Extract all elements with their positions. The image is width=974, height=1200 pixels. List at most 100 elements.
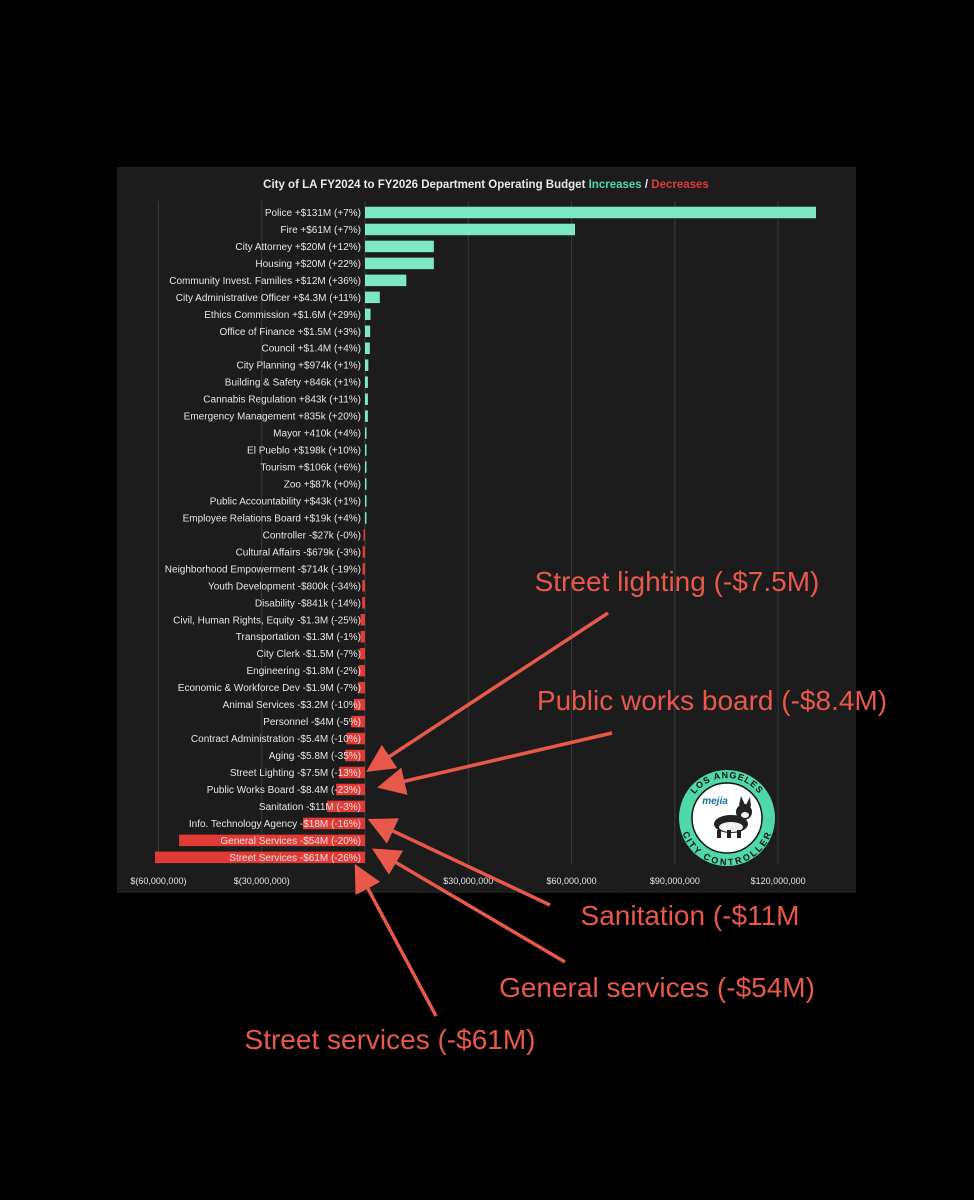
category-label: Employee Relations Board +$19k (+4%)	[183, 513, 361, 524]
bar-chart: Police +$131M (+7%) Fire +$61M (+7%) City …	[130, 179, 816, 886]
bar	[362, 563, 365, 575]
bar	[365, 291, 380, 304]
bar	[365, 444, 367, 456]
bar	[154, 851, 365, 864]
title-part-decrease: Decreases	[651, 179, 709, 191]
bar	[339, 766, 365, 779]
bar	[365, 461, 367, 473]
annotation-callout: Sanitation (-$11M	[581, 900, 800, 931]
bar	[346, 732, 365, 745]
x-tick-label: $90,000,000	[650, 876, 700, 886]
category-label: General Services -$54M (-20%)	[220, 836, 361, 847]
bar	[336, 783, 365, 796]
annotation-callout: Street services (-$61M)	[245, 1024, 536, 1055]
category-label: Mayor +410k (+4%)	[273, 429, 361, 440]
bar	[353, 698, 365, 711]
bars	[154, 206, 816, 864]
bar	[365, 495, 367, 507]
annotation-callout: Public works board (-$8.4M)	[537, 685, 887, 716]
category-labels: Police +$131M (+7%) Fire +$61M (+7%) City …	[165, 208, 361, 864]
category-label: Aging -$5.8M (-35%)	[269, 751, 361, 762]
category-label: Community Invest. Families +$12M (+36%)	[169, 276, 361, 287]
bar	[365, 427, 367, 439]
annotation-callout: Street lighting (-$7.5M)	[535, 566, 820, 597]
category-label: Zoo +$87k (+0%)	[284, 480, 361, 491]
category-label: Tourism +$106k (+6%)	[260, 463, 361, 474]
bar	[365, 274, 407, 287]
bar	[362, 580, 365, 592]
category-label: Cultural Affairs -$679k (-3%)	[236, 547, 361, 558]
bar	[365, 257, 434, 270]
category-label: City Administrative Officer +$4.3M (+11%…	[176, 293, 361, 304]
bar	[362, 597, 365, 609]
annotation-arrows	[354, 611, 613, 1017]
bar	[365, 308, 371, 321]
category-label: Economic & Workforce Dev -$1.9M (-7%)	[178, 683, 361, 694]
bar	[365, 478, 367, 490]
bar	[179, 834, 365, 847]
bar	[365, 206, 816, 219]
x-tick-label: $120,000,000	[751, 876, 806, 886]
category-label: Neighborhood Empowerment -$714k (-19%)	[165, 564, 361, 575]
category-label: Personnel -$4M (-5%)	[263, 717, 361, 728]
category-label: Disability -$841k (-14%)	[255, 598, 361, 609]
bar	[303, 817, 365, 830]
bar	[359, 647, 365, 660]
category-label: Council +$1.4M (+4%)	[262, 344, 362, 355]
bar	[360, 614, 365, 626]
title-part-increase: Increases	[589, 179, 642, 191]
category-label: Transportation -$1.3M (-1%)	[236, 632, 361, 643]
annotation-callouts: Street lighting (-$7.5M) Public works boa…	[245, 566, 888, 1055]
category-label: Housing +$20M (+22%)	[255, 259, 361, 270]
x-tick-label: $60,000,000	[547, 876, 597, 886]
category-label: Engineering -$1.8M (-2%)	[247, 666, 362, 677]
seal-name: mejia	[702, 796, 728, 807]
category-label: City Clerk -$1.5M (-7%)	[257, 649, 361, 660]
bar	[345, 749, 365, 762]
category-label: Fire +$61M (+7%)	[280, 225, 361, 236]
category-label: Public Accountability +$43k (+1%)	[210, 496, 361, 507]
category-label: Ethics Commission +$1.6M (+29%)	[204, 310, 361, 321]
category-label: Building & Safety +846k (+1%)	[225, 378, 361, 389]
bar	[365, 376, 368, 388]
category-label: Public Works Board -$8.4M (-23%)	[207, 785, 361, 796]
category-label: El Pueblo +$198k (+10%)	[247, 446, 361, 457]
bar	[327, 800, 365, 813]
x-tick-label: $30,000,000	[443, 876, 493, 886]
title-part-plain: City of LA FY2024 to FY2026 Department O…	[263, 179, 588, 191]
category-label: Street Services -$61M (-26%)	[229, 853, 361, 864]
category-label: Controller -$27k (-0%)	[263, 530, 361, 541]
title-part-plain: /	[642, 179, 652, 191]
city-controller-seal: LOS ANGELES CITY CONTROLLER mejia	[679, 770, 775, 867]
bar	[358, 664, 365, 677]
annotation-arrow	[367, 818, 551, 907]
bar	[365, 512, 367, 524]
bar	[365, 342, 370, 354]
bar	[365, 325, 371, 338]
bar	[365, 359, 369, 371]
annotation-arrow	[371, 848, 566, 964]
corgi-icon	[714, 796, 752, 838]
category-label: Street Lighting -$7.5M (-13%)	[230, 768, 361, 779]
category-label: Info. Technology Agency -$18M (-16%)	[189, 819, 361, 830]
x-axis-ticks: $(60,000,000) $(30,000,000) $30,000,000 $60…	[130, 876, 805, 886]
category-label: Civil, Human Rights, Equity -$1.3M (-25%…	[173, 615, 361, 626]
category-label: City Planning +$974k (+1%)	[236, 361, 361, 372]
bar	[358, 681, 365, 694]
bar	[363, 529, 365, 541]
category-label: Office of Finance +$1.5M (+3%)	[219, 327, 361, 338]
x-tick-label: $(60,000,000)	[130, 876, 186, 886]
category-label: Emergency Management +835k (+20%)	[184, 412, 361, 423]
category-label: Animal Services -$3.2M (-10%)	[223, 700, 361, 711]
bar	[351, 715, 365, 728]
chart-panel: Police +$131M (+7%) Fire +$61M (+7%) City …	[117, 167, 856, 893]
category-label: Sanitation -$11M (-3%)	[259, 802, 361, 813]
bar	[362, 546, 365, 558]
annotation-arrow	[377, 731, 613, 795]
category-label: Police +$131M (+7%)	[265, 208, 361, 219]
annotation-arrow	[366, 611, 609, 772]
annotation-arrow	[354, 863, 438, 1017]
category-label: Contract Administration -$5.4M (-10%)	[191, 734, 361, 745]
category-label: Youth Development -$800k (-34%)	[208, 581, 361, 592]
